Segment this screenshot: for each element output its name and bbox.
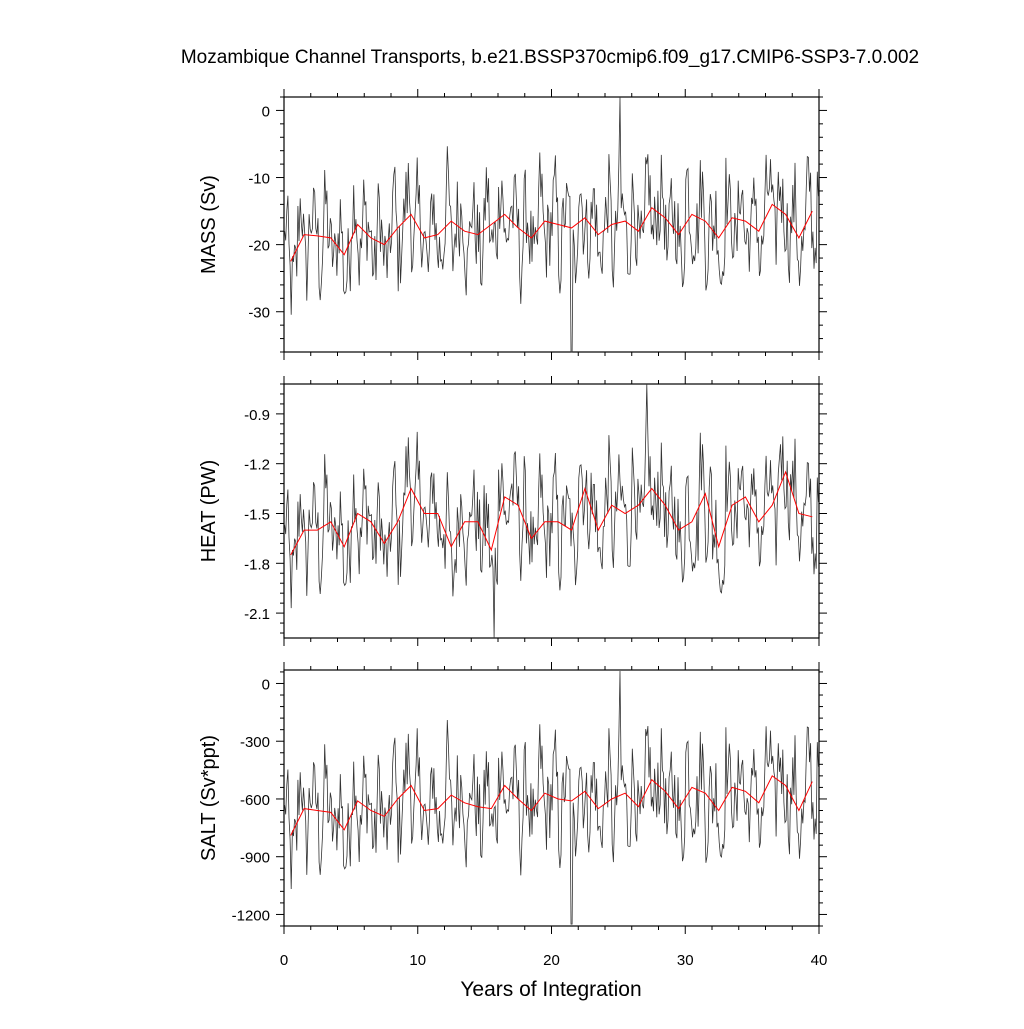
heat-y-tick-label: -1.8 bbox=[244, 556, 270, 573]
x-tick-label: 40 bbox=[811, 952, 828, 969]
x-tick-label: 30 bbox=[677, 952, 694, 969]
heat-y-axis-label: HEAT (PW) bbox=[198, 460, 220, 563]
heat-y-tick-label: -0.9 bbox=[244, 407, 270, 424]
mass-annual-mean-line bbox=[290, 203, 813, 262]
chart-title: Mozambique Channel Transports, b.e21.BSS… bbox=[180, 47, 920, 68]
x-tick-label: 0 bbox=[280, 952, 288, 969]
x-tick-label: 10 bbox=[409, 952, 426, 969]
x-tick-label: 20 bbox=[543, 952, 560, 969]
salt-y-tick-label: 0 bbox=[262, 676, 270, 693]
salt-monthly-line bbox=[284, 670, 819, 925]
heat-y-tick-label: -1.2 bbox=[244, 457, 270, 474]
heat-panel-frame bbox=[283, 383, 820, 639]
x-axis-label: Years of Integration bbox=[460, 978, 641, 1001]
mass-y-tick-label: 0 bbox=[262, 103, 270, 120]
mass-monthly-line bbox=[284, 96, 819, 353]
salt-annual-mean-line bbox=[290, 775, 813, 836]
salt-y-axis-label: SALT (Sv*ppt) bbox=[198, 735, 220, 861]
heat-y-tick-label: -1.5 bbox=[244, 506, 270, 523]
mass-y-tick-label: -30 bbox=[248, 305, 270, 322]
salt-y-tick-label: -300 bbox=[240, 734, 270, 751]
mass-y-tick-label: -20 bbox=[248, 238, 270, 255]
mass-y-axis-label: MASS (Sv) bbox=[198, 175, 220, 274]
salt-y-tick-label: -900 bbox=[240, 850, 270, 867]
heat-annual-mean-line bbox=[290, 470, 813, 556]
salt-y-tick-label: -1200 bbox=[232, 907, 270, 924]
mass-y-tick-label: -10 bbox=[248, 171, 270, 188]
heat-monthly-line bbox=[284, 383, 819, 639]
salt-y-tick-label: -600 bbox=[240, 792, 270, 809]
heat-y-tick-label: -2.1 bbox=[244, 606, 270, 623]
